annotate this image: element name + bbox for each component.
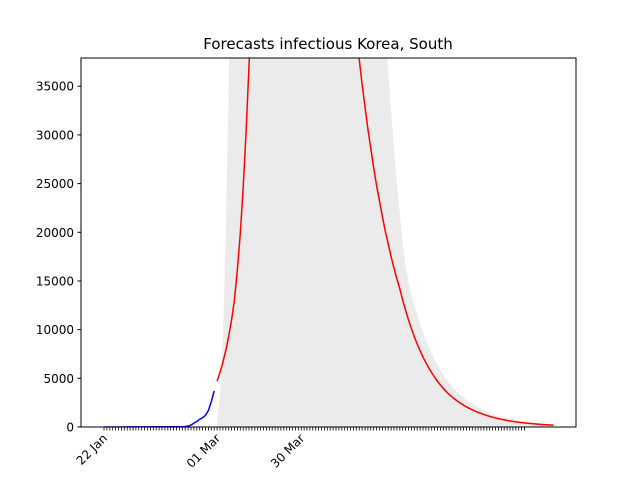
y-tick-label: 15000 [36, 274, 74, 288]
y-tick-label: 20000 [36, 226, 74, 240]
chart-title: Forecasts infectious Korea, South [203, 35, 452, 53]
series-line [216, 58, 554, 426]
y-tick-label: 30000 [36, 128, 74, 142]
series-line [104, 390, 215, 427]
y-tick-label: 5000 [43, 372, 74, 386]
x-tick-label: 22 Jan [74, 431, 110, 467]
y-tick-label: 0 [66, 421, 74, 435]
forecast-band [217, 58, 554, 427]
x-tick-label: 30 Mar [268, 431, 307, 470]
y-tick-label: 25000 [36, 177, 74, 191]
y-tick-label: 10000 [36, 323, 74, 337]
axes-frame [80, 57, 577, 428]
y-tick-label: 35000 [36, 80, 74, 94]
plot-area [104, 58, 554, 427]
x-tick-label: 01 Mar [184, 431, 223, 470]
